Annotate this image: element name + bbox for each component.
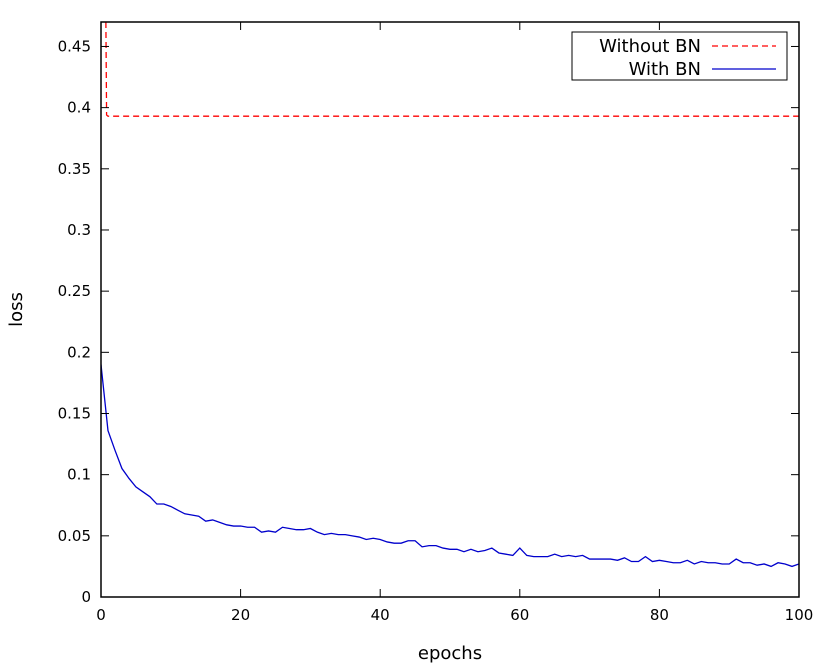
series-layer (101, 22, 799, 568)
x-axis-label: epochs (418, 643, 482, 664)
y-tick-label: 0.15 (58, 404, 91, 422)
x-tick-label: 80 (650, 606, 669, 624)
legend-label-without-bn: Without BN (599, 36, 701, 57)
y-tick-label: 0 (81, 588, 91, 606)
y-tick-label: 0.3 (67, 221, 91, 239)
y-axis-label: loss (6, 292, 27, 327)
legend-label-with-bn: With BN (629, 59, 701, 80)
y-tick-label: 0.45 (58, 37, 91, 55)
legend-box (571, 31, 788, 81)
y-tick-label: 0.05 (58, 527, 91, 545)
y-tick-label: 0.25 (58, 282, 91, 300)
series-line-with-bn (101, 364, 799, 568)
y-tick-label: 0.2 (67, 343, 91, 361)
x-tick-label: 60 (510, 606, 529, 624)
legend: Without BN With BN (571, 31, 788, 81)
series-line-without-bn (105, 22, 799, 117)
x-tick-label: 0 (96, 606, 106, 624)
x-tick-label: 20 (231, 606, 250, 624)
x-tick-label: 100 (785, 606, 814, 624)
plot-frame (100, 21, 800, 598)
plot-area (101, 22, 799, 568)
y-tick-label: 0.1 (67, 466, 91, 484)
y-tick-label: 0.35 (58, 160, 91, 178)
y-tick-label: 0.4 (67, 99, 91, 117)
x-tick-label: 40 (371, 606, 390, 624)
